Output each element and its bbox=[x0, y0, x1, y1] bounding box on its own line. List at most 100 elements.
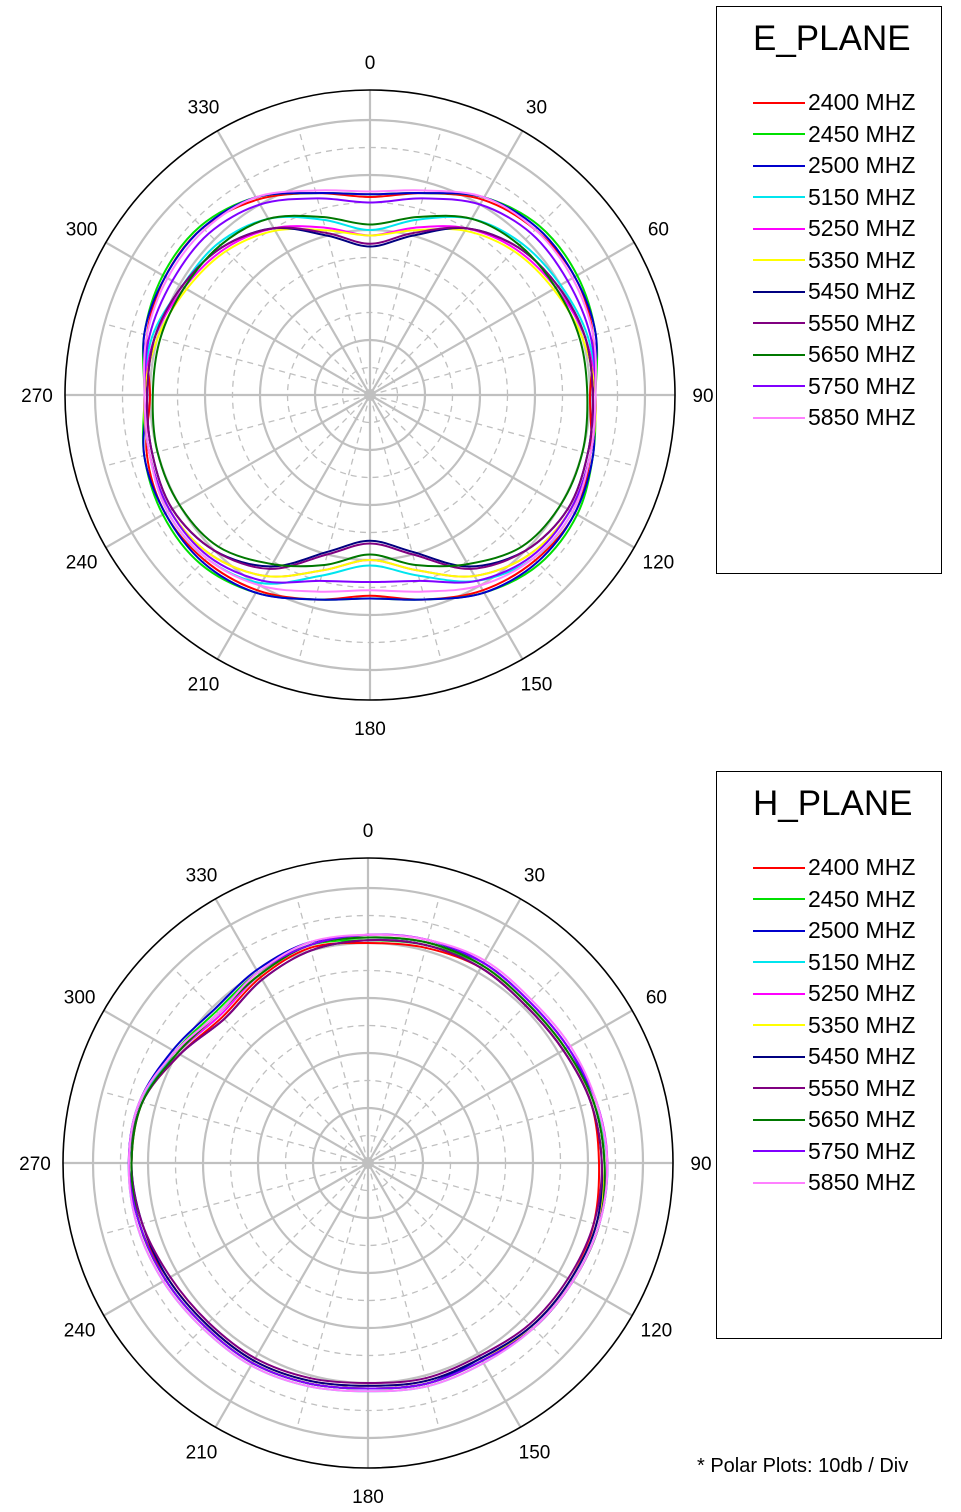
h-plane-legend-swatch bbox=[753, 1087, 805, 1090]
h-plane-legend-label: 5650 MHZ bbox=[808, 1106, 916, 1133]
h-plane-grid-spoke bbox=[367, 1162, 634, 1235]
h-plane-legend-item: 2500 MHZ bbox=[753, 915, 915, 947]
e-plane-legend-label: 5550 MHZ bbox=[808, 309, 916, 336]
e-plane-legend-label: 2500 MHZ bbox=[808, 152, 916, 179]
e-plane-grid-spoke bbox=[369, 130, 524, 396]
e-plane-grid-spoke bbox=[105, 241, 371, 396]
h-plane-legend-label: 2500 MHZ bbox=[808, 917, 916, 944]
h-plane-legend-swatch bbox=[753, 1181, 805, 1184]
e-plane-grid-spoke bbox=[298, 394, 371, 661]
h-plane-angle-label-210: 210 bbox=[186, 1442, 218, 1463]
h-plane-legend-swatch bbox=[753, 898, 805, 901]
e-plane-grid-spoke bbox=[369, 129, 442, 396]
e-plane-legend-title: E_PLANE bbox=[753, 19, 911, 58]
h-plane-legend-item: 5450 MHZ bbox=[753, 1041, 915, 1073]
e-plane-grid-spoke bbox=[104, 323, 371, 396]
h-plane-angle-label-150: 150 bbox=[519, 1442, 551, 1463]
e-plane-legend-item: 5850 MHZ bbox=[753, 402, 915, 434]
h-plane-legend-label: 5150 MHZ bbox=[808, 948, 916, 975]
h-plane-grid-spoke bbox=[173, 1162, 369, 1358]
h-plane-grid-spoke bbox=[102, 1091, 369, 1164]
h-plane-grid-spoke bbox=[103, 1009, 369, 1164]
e-plane-legend-swatch bbox=[753, 133, 805, 136]
e-plane-grid-spoke bbox=[369, 394, 524, 660]
h-plane-legend-swatch bbox=[753, 866, 805, 869]
h-plane-plot-group: 0 30 60 90 120 150 180 210 240 270 300 330 bbox=[19, 821, 711, 1508]
e-plane-legend-swatch bbox=[753, 416, 805, 419]
h-plane-grid-spoke bbox=[367, 1162, 522, 1428]
e-plane-legend-swatch bbox=[753, 101, 805, 104]
e-plane-legend-item: 5750 MHZ bbox=[753, 371, 915, 403]
e-plane-series-5350 bbox=[143, 227, 597, 578]
e-plane-legend-item: 5350 MHZ bbox=[753, 245, 915, 277]
h-plane-grid-spoke bbox=[103, 1162, 369, 1317]
h-plane-angle-label-240: 240 bbox=[64, 1321, 96, 1342]
h-plane-legend-item: 5750 MHZ bbox=[753, 1136, 915, 1168]
h-plane-legend-label: 5850 MHZ bbox=[808, 1169, 916, 1196]
e-plane-legend-swatch bbox=[753, 353, 805, 356]
e-plane-legend-swatch bbox=[753, 227, 805, 230]
e-plane-angle-label-0: 0 bbox=[365, 53, 376, 74]
e-plane-grid-spoke bbox=[175, 200, 371, 396]
e-plane-grid-spoke bbox=[216, 130, 371, 396]
e-plane-grid-spoke bbox=[298, 129, 371, 396]
h-plane-grid-spoke bbox=[296, 1162, 369, 1429]
e-plane-angle-label-270: 270 bbox=[21, 386, 53, 407]
h-plane-legend-item: 5350 MHZ bbox=[753, 1010, 915, 1042]
e-plane-legend-item: 5650 MHZ bbox=[753, 339, 915, 371]
h-plane-legend-swatch bbox=[753, 1118, 805, 1121]
h-plane-legend-swatch bbox=[753, 1150, 805, 1153]
e-plane-grid-spoke bbox=[369, 394, 442, 661]
h-plane-grid-spoke bbox=[367, 898, 522, 1164]
e-plane-legend-item: 5450 MHZ bbox=[753, 276, 915, 308]
h-plane-angle-label-30: 30 bbox=[524, 866, 545, 887]
e-plane-series-5850 bbox=[143, 189, 597, 593]
e-plane-legend-label: 5850 MHZ bbox=[808, 404, 916, 431]
h-plane-angle-label-330: 330 bbox=[186, 866, 218, 887]
e-plane-angle-label-90: 90 bbox=[692, 386, 713, 407]
e-plane-legend-label: 2450 MHZ bbox=[808, 120, 916, 147]
h-plane-legend-list: 2400 MHZ 2450 MHZ 2500 MHZ 5150 MHZ 5250 MHZ… bbox=[753, 852, 915, 1199]
h-plane-legend-label: 5450 MHZ bbox=[808, 1043, 916, 1070]
e-plane-series-5650 bbox=[151, 214, 589, 568]
h-plane-legend-item: 2450 MHZ bbox=[753, 884, 915, 916]
e-plane-angle-label-150: 150 bbox=[521, 674, 553, 695]
e-plane-legend-swatch bbox=[753, 196, 805, 199]
h-plane-legend-label: 5550 MHZ bbox=[808, 1074, 916, 1101]
h-plane-angle-label-120: 120 bbox=[641, 1321, 673, 1342]
h-plane-legend-swatch bbox=[753, 929, 805, 932]
h-plane-legend-label: 2450 MHZ bbox=[808, 885, 916, 912]
e-plane-legend-swatch bbox=[753, 164, 805, 167]
h-plane-angle-label-0: 0 bbox=[363, 821, 374, 842]
e-plane-angle-label-330: 330 bbox=[188, 98, 220, 119]
e-plane-legend-list: 2400 MHZ 2450 MHZ 2500 MHZ 5150 MHZ 5250 MHZ… bbox=[753, 87, 915, 434]
e-plane-plot-group: 0 30 60 90 120 150 180 210 240 270 300 330 bbox=[21, 53, 713, 740]
h-plane-grid-spoke bbox=[367, 897, 440, 1164]
h-plane-legend-item: 5550 MHZ bbox=[753, 1073, 915, 1105]
e-plane-legend-item: 2450 MHZ bbox=[753, 119, 915, 151]
e-plane-grid-spoke bbox=[369, 394, 636, 467]
e-plane-legend-label: 2400 MHZ bbox=[808, 89, 916, 116]
h-plane-angle-label-180: 180 bbox=[352, 1487, 384, 1508]
h-plane-legend-swatch bbox=[753, 961, 805, 964]
footnote: * Polar Plots: 10db / Div bbox=[697, 1455, 909, 1477]
e-plane-outer-circle bbox=[64, 89, 676, 701]
e-plane-grid-spoke bbox=[104, 394, 371, 467]
e-plane-grid-spoke bbox=[369, 241, 635, 396]
h-plane-legend-item: 5150 MHZ bbox=[753, 947, 915, 979]
h-plane-legend-item: 5850 MHZ bbox=[753, 1167, 915, 1199]
h-plane-legend-item: 2400 MHZ bbox=[753, 852, 915, 884]
h-plane-legend-label: 5350 MHZ bbox=[808, 1011, 916, 1038]
h-plane-grid-spoke bbox=[367, 1162, 563, 1358]
h-plane-angle-label-300: 300 bbox=[64, 988, 96, 1009]
e-plane-legend-swatch bbox=[753, 322, 805, 325]
h-plane-grid-spoke bbox=[214, 1162, 369, 1428]
e-plane-angle-label-60: 60 bbox=[648, 220, 669, 241]
e-plane-legend-label: 5450 MHZ bbox=[808, 278, 916, 305]
h-plane-grid-spoke bbox=[173, 968, 369, 1164]
e-plane-legend-item: 5250 MHZ bbox=[753, 213, 915, 245]
e-plane-legend-item: 2400 MHZ bbox=[753, 87, 915, 119]
e-plane-angle-label-120: 120 bbox=[643, 553, 675, 574]
